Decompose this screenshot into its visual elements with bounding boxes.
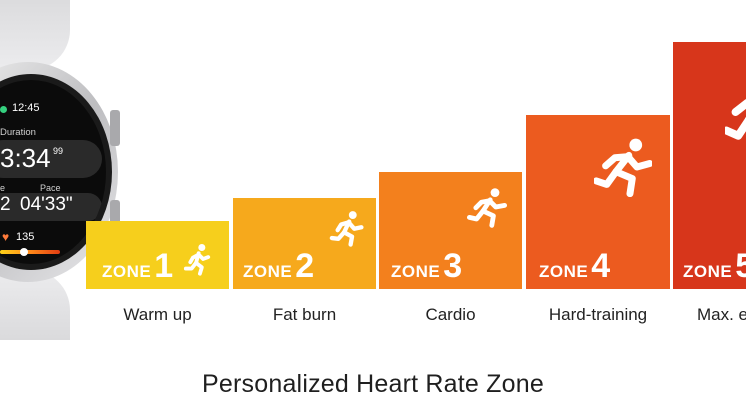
zone-number: 3 <box>443 247 463 285</box>
runner-icon <box>183 243 211 276</box>
zone-word: ZONE <box>683 262 733 281</box>
zone-2-block: ZONE 2 <box>233 198 376 289</box>
runner-icon <box>329 211 364 247</box>
zone-word: ZONE <box>243 262 293 281</box>
zone-1-title: ZONE 1 <box>102 247 173 286</box>
watch-button-top <box>110 110 120 146</box>
zone-4-title: ZONE 4 <box>539 247 610 286</box>
zone-word: ZONE <box>391 262 441 281</box>
duration-fraction: 99 <box>53 146 64 156</box>
watch-screen: 12:45 Duration 3:34 99 e Pace 2 04'33" ♥… <box>0 80 106 264</box>
pace-panel <box>0 193 102 221</box>
zone-3-block: ZONE 3 <box>379 172 522 289</box>
zone-number: 4 <box>591 247 611 285</box>
heart-icon: ♥ <box>2 230 10 244</box>
watch-button-bottom <box>110 200 120 236</box>
heart-zone-indicator <box>20 248 28 256</box>
watch-band-top <box>0 0 70 70</box>
zone-5-block: ZONE 5 <box>673 42 746 289</box>
zone-3-label: Cardio <box>425 305 476 324</box>
zone-word: ZONE <box>102 262 152 281</box>
zone-5-label: Max. e <box>697 305 746 324</box>
zone-4-block: ZONE 4 <box>526 115 670 289</box>
zone-5-title: ZONE 5 <box>683 247 746 286</box>
pace-value: 04'33" <box>20 194 73 215</box>
zone-4-label: Hard-training <box>548 305 648 324</box>
zone-number: 2 <box>295 247 315 285</box>
zone-word: ZONE <box>539 262 589 281</box>
runner-icon <box>725 99 746 140</box>
zone-1-block: ZONE 1 <box>86 221 229 289</box>
pace-label: Pace <box>40 183 61 193</box>
zone-1-label: Warm up <box>123 305 192 324</box>
gps-status-icon <box>0 106 7 113</box>
zone-3-title: ZONE 3 <box>391 247 462 286</box>
duration-value: 3:34 <box>0 143 51 173</box>
duration-label: Duration <box>0 127 36 138</box>
zone-number: 5 <box>735 247 746 285</box>
duration-panel <box>0 140 102 178</box>
left-metric-label: e <box>0 183 6 193</box>
page-title: Personalized Heart Rate Zone <box>202 370 544 398</box>
zone-number: 1 <box>154 247 174 285</box>
watch-time: 12:45 <box>12 102 40 114</box>
smartwatch-image: 12:45 Duration 3:34 99 e Pace 2 04'33" ♥… <box>0 0 130 340</box>
heart-zone-bar <box>0 250 60 254</box>
runner-icon <box>467 188 507 228</box>
heart-rate-value: 135 <box>16 231 35 243</box>
zone-2-label: Fat burn <box>272 305 337 324</box>
zone-2-title: ZONE 2 <box>243 247 314 286</box>
left-metric-value: 2 <box>0 194 11 215</box>
runner-icon <box>594 138 652 197</box>
